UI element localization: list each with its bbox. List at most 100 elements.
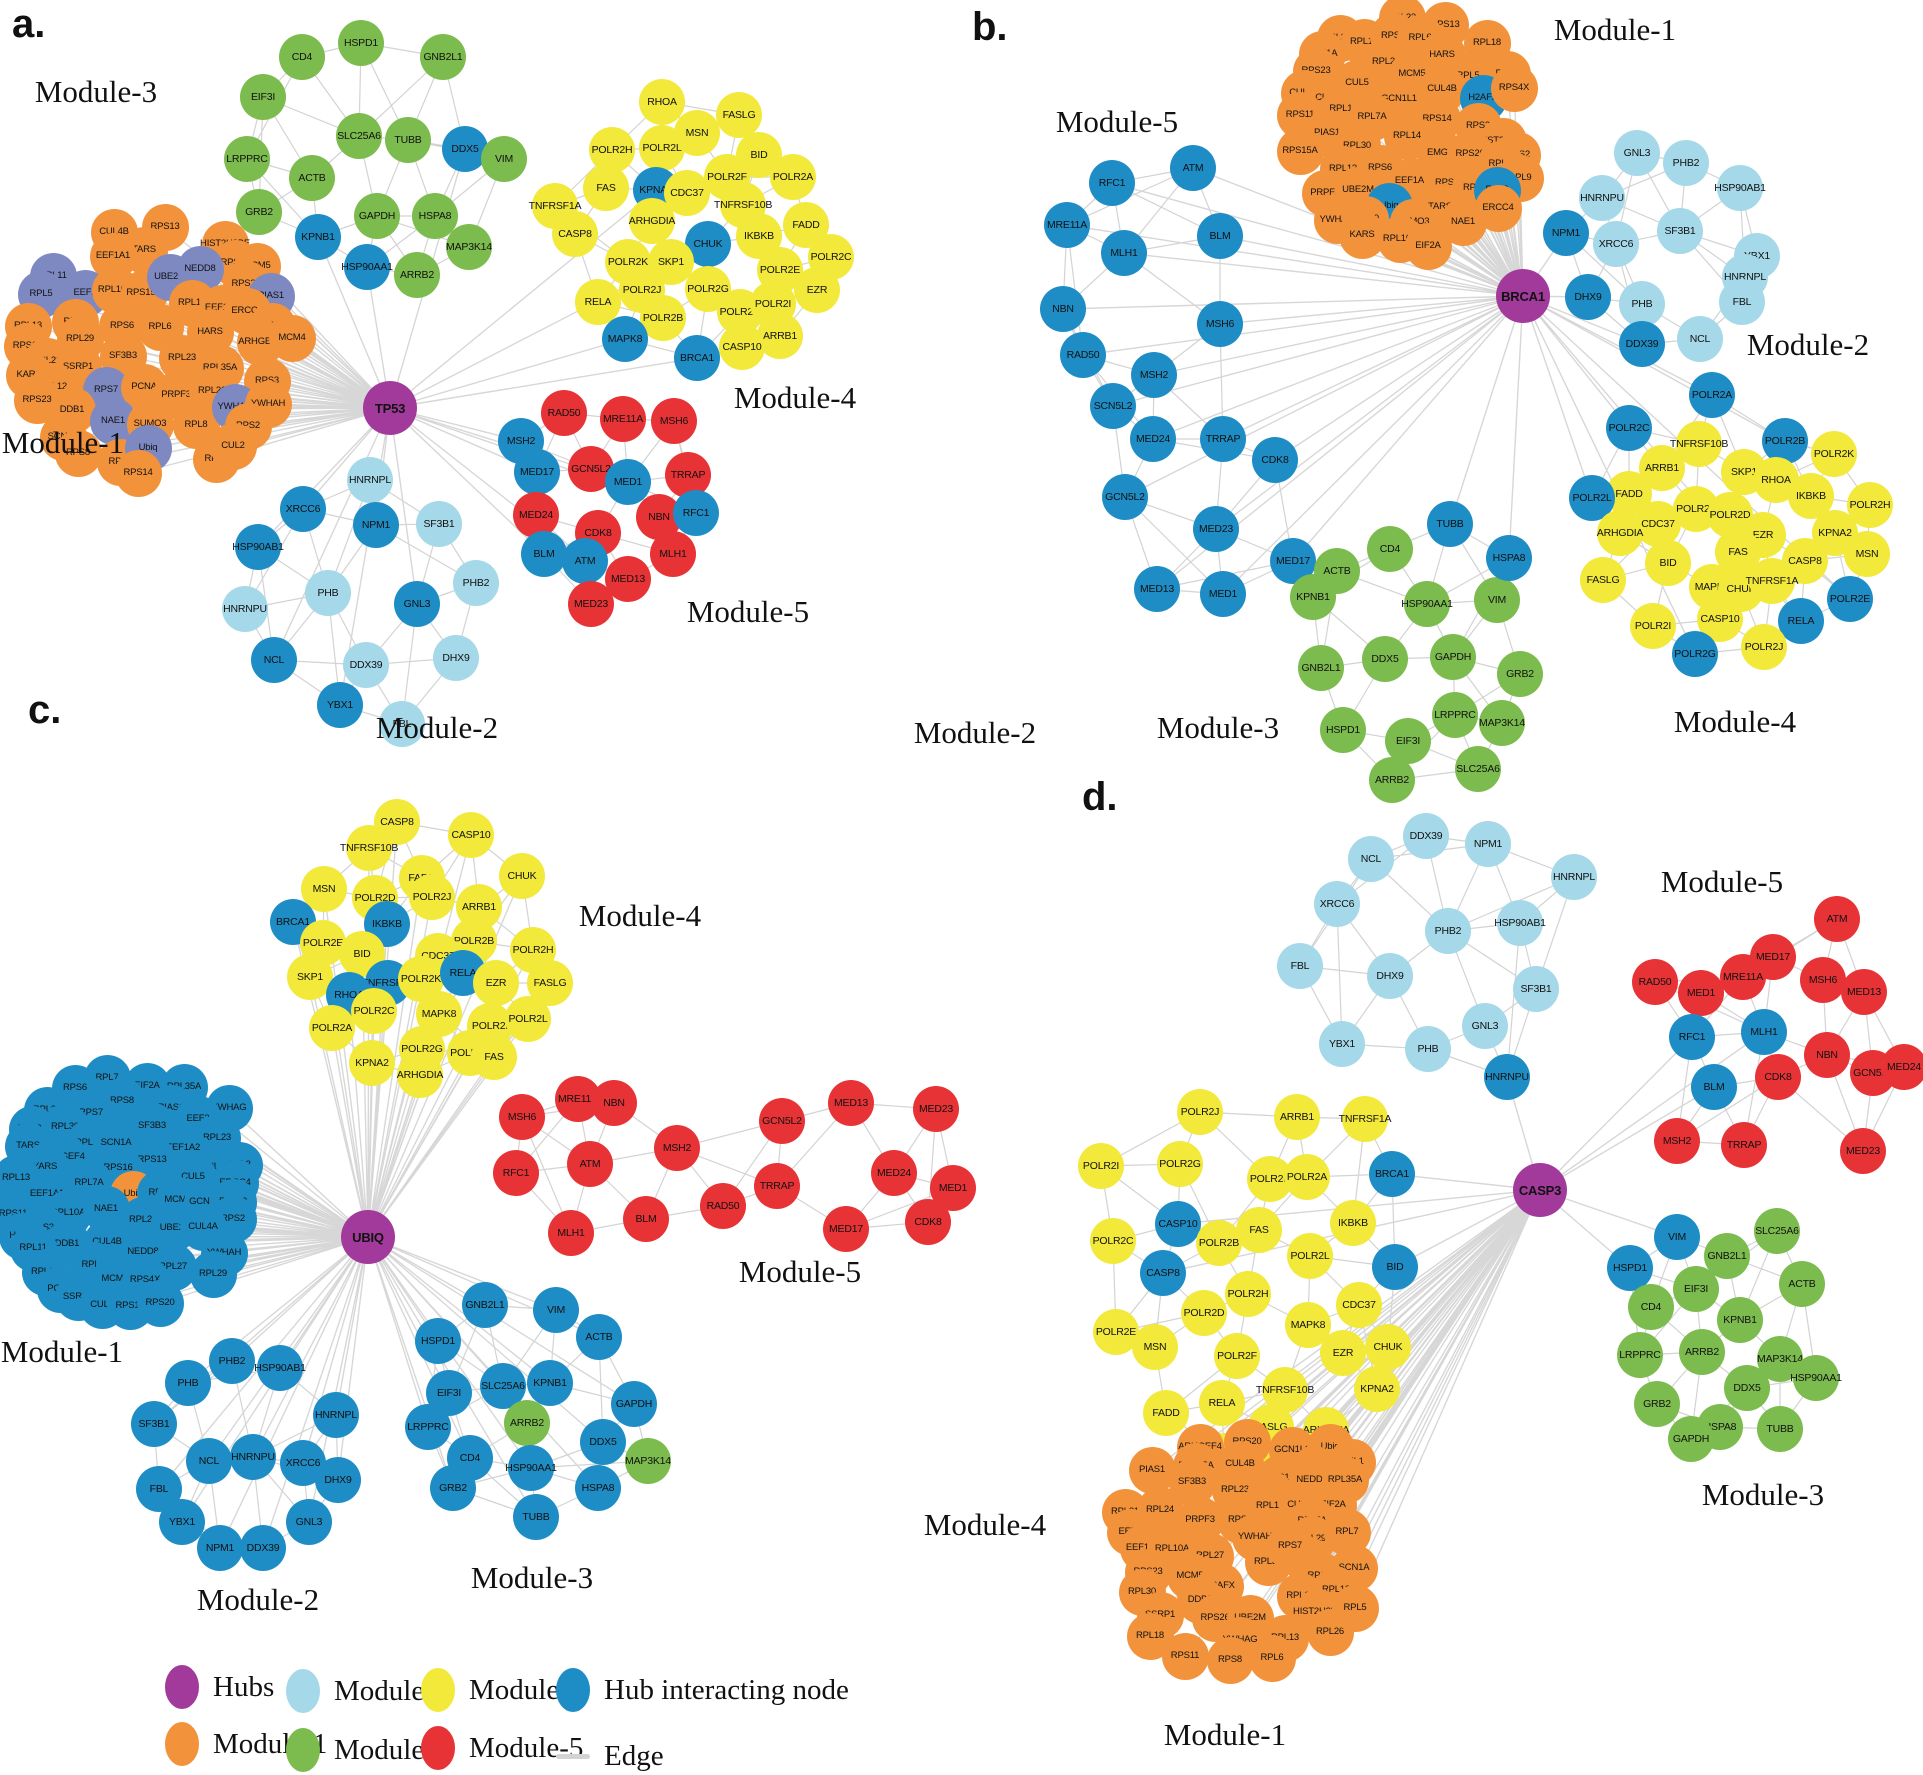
node-VIM[interactable]: VIM (1474, 577, 1520, 623)
node-RELA[interactable]: RELA (1778, 598, 1824, 644)
node-FASLG[interactable]: FASLG (1580, 557, 1626, 603)
node-BLM[interactable]: BLM (1691, 1064, 1737, 1110)
node-TUBB[interactable]: TUBB (1757, 1406, 1803, 1452)
node-GNB2L1[interactable]: GNB2L1 (1298, 645, 1344, 691)
node-MED24[interactable]: MED24 (871, 1150, 917, 1196)
hub-node-BRCA1[interactable]: BRCA1 (1496, 269, 1550, 323)
node-EIF3I[interactable]: EIF3I (1673, 1266, 1719, 1312)
node-CD4[interactable]: CD4 (279, 34, 325, 80)
node-DHX9[interactable]: DHX9 (315, 1457, 361, 1503)
node-VIM[interactable]: VIM (481, 136, 527, 182)
node-FAS[interactable]: FAS (583, 165, 629, 211)
node-MSH6[interactable]: MSH6 (651, 398, 697, 444)
node-CASP10[interactable]: CASP10 (719, 324, 765, 370)
node-MRE11A[interactable]: MRE11A (600, 396, 646, 442)
node-PHB2[interactable]: PHB2 (1663, 140, 1709, 186)
node-MSH2[interactable]: MSH2 (654, 1125, 700, 1171)
node-KPNA2[interactable]: KPNA2 (1354, 1366, 1400, 1412)
node-MED1[interactable]: MED1 (1678, 970, 1724, 1016)
node-POLR2G[interactable]: POLR2G (1157, 1141, 1203, 1187)
node-TUBB[interactable]: TUBB (513, 1494, 559, 1540)
node-HNRNPU[interactable]: HNRNPU (230, 1434, 276, 1480)
node-ACTB[interactable]: ACTB (289, 155, 335, 201)
node-GNL3[interactable]: GNL3 (1614, 130, 1660, 176)
hub-node-UBIQ[interactable]: UBIQ (341, 1210, 395, 1264)
node-RFC1[interactable]: RFC1 (673, 490, 719, 536)
node-RPS8[interactable]: RPS8 (54, 429, 102, 477)
node-NBN[interactable]: NBN (591, 1080, 637, 1126)
node-HSPD1[interactable]: HSPD1 (1607, 1245, 1653, 1291)
node-HSP90AA1[interactable]: HSP90AA1 (341, 244, 393, 290)
node-DDX39[interactable]: DDX39 (1619, 321, 1665, 367)
node-NPM1[interactable]: NPM1 (1465, 821, 1511, 867)
node-POLR2J[interactable]: POLR2J (409, 874, 455, 920)
node-RPS4X[interactable]: RPS4X (1490, 64, 1538, 112)
node-CDK8[interactable]: CDK8 (1755, 1054, 1801, 1100)
node-CHUK[interactable]: CHUK (1365, 1324, 1411, 1370)
node-RPL6[interactable]: RPL6 (1248, 1634, 1296, 1682)
node-POLR2B[interactable]: POLR2B (1196, 1220, 1242, 1266)
node-DDX5[interactable]: DDX5 (580, 1419, 626, 1465)
node-PIAS1[interactable]: PIAS1 (1128, 1446, 1176, 1494)
node-POLR2B[interactable]: POLR2B (640, 295, 686, 341)
node-CASP10[interactable]: CASP10 (448, 812, 494, 858)
node-RAD50[interactable]: RAD50 (1632, 959, 1678, 1005)
node-POLR2F[interactable]: POLR2F (1214, 1333, 1260, 1379)
node-SKP1[interactable]: SKP1 (287, 954, 333, 1000)
node-EZR[interactable]: EZR (794, 267, 840, 313)
node-MED13[interactable]: MED13 (828, 1080, 874, 1126)
node-MED24[interactable]: MED24 (1130, 416, 1176, 462)
node-RAD50[interactable]: RAD50 (541, 390, 587, 436)
node-RFC1[interactable]: RFC1 (1669, 1014, 1715, 1060)
node-TRRAP[interactable]: TRRAP (754, 1163, 800, 1209)
node-EZR[interactable]: EZR (473, 960, 519, 1006)
node-SF3B1[interactable]: SF3B1 (1657, 208, 1703, 254)
node-MED1[interactable]: MED1 (605, 459, 651, 505)
node-HNRNPU[interactable]: HNRNPU (1579, 175, 1625, 221)
node-CDC37[interactable]: CDC37 (1635, 501, 1681, 547)
node-MLH1[interactable]: MLH1 (1101, 230, 1147, 276)
node-POLR2J[interactable]: POLR2J (1177, 1089, 1223, 1135)
node-MSH6[interactable]: MSH6 (1800, 957, 1846, 1003)
node-MED24[interactable]: MED24 (1881, 1044, 1923, 1090)
node-MED23[interactable]: MED23 (568, 581, 614, 627)
node-ATM[interactable]: ATM (567, 1141, 613, 1187)
node-TRRAP[interactable]: TRRAP (1721, 1122, 1767, 1168)
node-MED13[interactable]: MED13 (1841, 969, 1887, 1015)
node-TNFRSF10B[interactable]: TNFRSF10B (340, 825, 398, 871)
node-KPNB1[interactable]: KPNB1 (1717, 1297, 1763, 1343)
node-YBX1[interactable]: YBX1 (159, 1499, 205, 1545)
node-MED24[interactable]: MED24 (513, 492, 559, 538)
node-CD4[interactable]: CD4 (1367, 526, 1413, 572)
node-BLM[interactable]: BLM (521, 531, 567, 577)
node-PHB2[interactable]: PHB2 (1425, 908, 1471, 954)
node-CHUK[interactable]: CHUK (499, 853, 545, 899)
node-POLR2K[interactable]: POLR2K (1811, 431, 1857, 477)
node-HNRNPL[interactable]: HNRNPL (1551, 854, 1597, 900)
node-SKP1[interactable]: SKP1 (648, 239, 694, 285)
node-RPL29[interactable]: RPL29 (189, 1250, 237, 1298)
node-MED23[interactable]: MED23 (1840, 1128, 1886, 1174)
node-DDX5[interactable]: DDX5 (442, 126, 488, 172)
node-GRB2[interactable]: GRB2 (1497, 651, 1543, 697)
node-KPNB1[interactable]: KPNB1 (1290, 574, 1336, 620)
node-ARRB1[interactable]: ARRB1 (1274, 1094, 1320, 1140)
node-MED17[interactable]: MED17 (823, 1206, 869, 1252)
node-POLR2A[interactable]: POLR2A (1284, 1154, 1330, 1200)
node-FASLG[interactable]: FASLG (716, 92, 762, 138)
node-GRB2[interactable]: GRB2 (236, 189, 282, 235)
node-POLR2C[interactable]: POLR2C (1090, 1218, 1136, 1264)
node-TRRAP[interactable]: TRRAP (1200, 416, 1246, 462)
node-NPM1[interactable]: NPM1 (353, 502, 399, 548)
node-KPNA2[interactable]: KPNA2 (349, 1040, 395, 1086)
node-GCN5L2[interactable]: GCN5L2 (1102, 474, 1148, 520)
hub-node-CASP3[interactable]: CASP3 (1513, 1163, 1567, 1217)
node-GRB2[interactable]: GRB2 (1634, 1381, 1680, 1427)
node-GCN5L2[interactable]: GCN5L2 (759, 1098, 805, 1144)
node-EIF3I[interactable]: EIF3I (1385, 718, 1431, 764)
node-MLH1[interactable]: MLH1 (650, 531, 696, 577)
node-SLC25A6[interactable]: SLC25A6 (336, 113, 382, 159)
node-MED13[interactable]: MED13 (1134, 566, 1180, 612)
node-POLR2J[interactable]: POLR2J (619, 267, 665, 313)
node-XRCC6[interactable]: XRCC6 (1593, 221, 1639, 267)
